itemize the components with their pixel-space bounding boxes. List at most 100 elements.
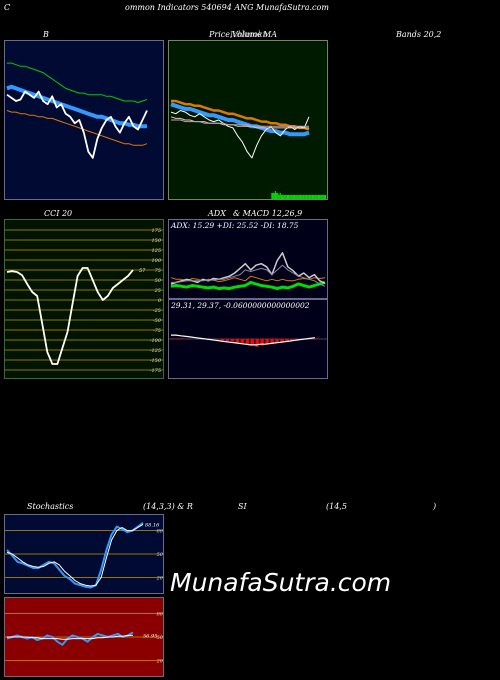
cci-tick-label: 175	[151, 228, 161, 234]
price-title-overlap: Ichimoku	[230, 30, 268, 39]
volume-bar	[310, 195, 312, 199]
stochastics-tick-label: 50	[157, 552, 163, 558]
macd-histogram-bar	[245, 339, 249, 345]
rsi-title-b: (14,5	[326, 502, 347, 511]
macd-histogram-bar	[171, 338, 175, 339]
volume-bar	[311, 195, 314, 199]
macd-histogram-bar	[285, 339, 289, 341]
volume-bar	[279, 193, 281, 199]
macd-histogram-bar	[215, 339, 220, 340]
rsi-series-0-line	[6, 631, 134, 646]
volume-bar	[305, 195, 308, 199]
volume-bar	[285, 195, 287, 199]
bollinger-chart	[6, 62, 148, 159]
cci-tick-label: -25	[153, 308, 161, 314]
price-series-1-line	[170, 102, 310, 137]
macd-histogram-bar	[255, 339, 259, 347]
volume-bar	[282, 195, 284, 199]
volume-bar	[307, 195, 309, 199]
adx-macd-title-a: ADX	[208, 209, 226, 218]
stochastics-last-value-label: 88.16	[145, 522, 160, 528]
volume-bar	[277, 193, 279, 199]
rsi-panel: 80 50 20 56.95	[4, 597, 164, 677]
cci-tick-label: 0	[158, 298, 162, 304]
adx-macd-title-b: & MACD 12,26,9	[233, 209, 303, 218]
price-title-b: Volume	[232, 30, 262, 39]
macd-histogram-bar	[220, 339, 225, 341]
macd-histogram-bar	[240, 339, 245, 343]
volume-bar	[309, 195, 311, 199]
price-panel	[168, 40, 328, 200]
cci-tick-label: 25	[154, 288, 161, 294]
rsi-tick-label: 80	[157, 612, 163, 618]
watermark: MunafaSutra.com	[170, 568, 392, 597]
volume-bar	[291, 195, 293, 199]
bollinger-panel	[4, 40, 164, 200]
macd-histogram-bar	[270, 339, 274, 343]
header-text: ommon Indicators 540694 ANG MunafaSutra.…	[125, 3, 329, 12]
adx-chart: ADX: 15.29 +DI: 25.52 -DI: 18.75	[170, 221, 326, 291]
rsi-last-value-label: 56.95	[143, 633, 157, 639]
macd-histogram-bar	[280, 339, 284, 342]
bollinger-series-0-line	[7, 62, 148, 104]
volume-bar	[289, 195, 291, 199]
volume-bar	[272, 193, 274, 199]
volume-bar	[322, 195, 324, 199]
price-series-2-line	[170, 110, 310, 159]
volume-bar	[321, 195, 323, 199]
rsi-title-c: )	[433, 502, 437, 511]
rsi-chart: 80 50 20 56.95	[5, 612, 163, 664]
volume-bar	[273, 193, 275, 199]
stoch-title: Stochastics	[27, 502, 74, 511]
volume-bar	[280, 195, 283, 199]
cci-tick-label: 50	[155, 278, 162, 284]
volume-bar	[278, 195, 280, 199]
cci-tick-label: 150	[151, 238, 161, 244]
cci-tick-label: 75	[155, 268, 161, 274]
adx-series-1-line	[170, 275, 326, 283]
volume-bar	[323, 195, 326, 199]
macd-histogram-bar	[175, 338, 180, 339]
adx-series-0-line	[170, 280, 326, 291]
bollinger-title: B	[43, 30, 49, 39]
cci-tick-label: -150	[150, 358, 162, 364]
stochastics-panel: 80 50 20 88.16	[4, 514, 164, 594]
stochastics-tick-label: 80	[157, 529, 163, 535]
volume-bar	[317, 195, 320, 199]
volume-bar	[302, 195, 304, 199]
macd-histogram-bar	[275, 339, 279, 343]
adx-series-3-line	[171, 264, 326, 287]
macd-histogram-bar	[295, 339, 299, 340]
bollinger-series-3-line	[6, 90, 148, 159]
stochastics-series-1-line	[6, 523, 144, 587]
adx-series-2-line	[170, 252, 326, 285]
rsi-title-a: SI	[238, 502, 247, 511]
price-chart	[170, 99, 327, 199]
price-series-0-line	[171, 99, 310, 131]
cci-tick-label: -50	[153, 318, 162, 324]
cci-last-value-label: 57	[139, 268, 146, 274]
volume-bar	[287, 195, 290, 199]
rsi-tick-label: 20	[156, 658, 163, 664]
volume-bar	[283, 195, 285, 199]
macd-histogram-bar	[260, 339, 264, 346]
volume-bar	[276, 193, 278, 199]
volume-bar	[290, 195, 292, 199]
price-series-4-line	[171, 119, 309, 127]
cci-tick-label: -75	[153, 328, 161, 334]
macd-histogram-bar	[235, 339, 240, 343]
volume-bar	[303, 195, 305, 199]
price-title-c: MA	[263, 30, 277, 39]
volume-bar	[314, 195, 316, 199]
cci-tick-label: -175	[150, 368, 161, 374]
macd-series-0-line	[171, 334, 316, 346]
volume-bar	[319, 195, 321, 199]
bands-title: Bands 20,2	[396, 30, 442, 39]
stochastics-chart: 80 50 20 88.16	[5, 522, 163, 589]
adx-panel: ADX: 15.29 +DI: 25.52 -DI: 18.75	[168, 219, 328, 299]
rsi-series-1-line	[7, 634, 133, 640]
cci-series-0-line	[6, 267, 134, 365]
macd-histogram-bar	[265, 339, 269, 345]
volume-bar	[304, 195, 306, 199]
macd-title-label: 29.31, 29.37, -0.0600000000000002	[170, 301, 310, 310]
